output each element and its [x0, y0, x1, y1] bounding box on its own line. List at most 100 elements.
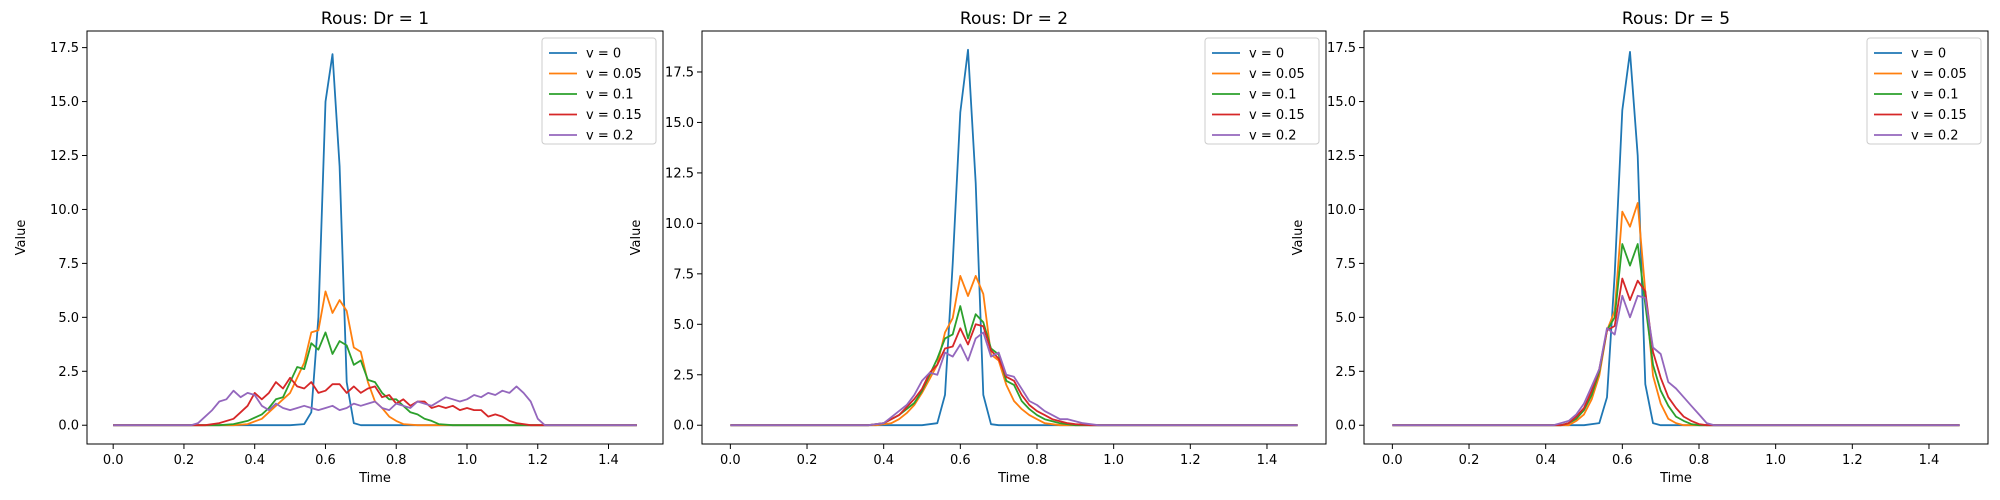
- legend: v = 0 v = 0.05 v = 0.1 v = 0.15 v = 0.2: [1204, 37, 1320, 145]
- series-line-v-0-15: [730, 323, 1298, 427]
- x-tick-label: 1.0: [1765, 453, 1786, 468]
- y-tick-label: 5.0: [673, 318, 694, 333]
- series-line-v-0-05: [113, 290, 637, 427]
- series-line-v-0: [1392, 51, 1960, 427]
- y-tick-label: 7.5: [1335, 257, 1356, 272]
- chart-panel-2: 0.0 0.2 0.4 0.6 0.8 1.0 1.2 1.4 0.0 2.5 5.0 7.5 10.0…: [629, 9, 1327, 486]
- plot-frame: [701, 30, 1327, 445]
- legend-label: v = 0.2: [1249, 129, 1297, 144]
- chart-panel-3: 0.0 0.2 0.4 0.6 0.8 1.0 1.2 1.4 0.0 2.5 5.0 7.5 10.0…: [1291, 9, 1989, 486]
- y-tick-label: 15.0: [1327, 95, 1356, 110]
- y-tick-label: 15.0: [50, 95, 79, 110]
- y-tick-label: 7.5: [58, 257, 79, 272]
- legend-label: v = 0.1: [1249, 88, 1297, 103]
- x-tick-label: 1.4: [1919, 453, 1940, 468]
- plot-frame: [86, 30, 664, 445]
- legend-label: v = 0.05: [586, 67, 642, 82]
- y-tick-label: 0.0: [673, 419, 694, 434]
- series-line-v-0-2: [1392, 294, 1960, 427]
- x-tick-label: 0.6: [1612, 453, 1633, 468]
- y-tick-label: 2.5: [673, 368, 694, 383]
- legend: v = 0 v = 0.05 v = 0.1 v = 0.15 v = 0.2: [541, 37, 657, 145]
- legend-box: [1204, 37, 1320, 145]
- y-tick-label: 5.0: [1335, 311, 1356, 326]
- x-tick-label: 1.4: [1257, 453, 1278, 468]
- x-tick-label: 0.6: [950, 453, 971, 468]
- series-line-v-0: [730, 48, 1298, 427]
- chart-title: Rous: Dr = 1: [321, 9, 429, 29]
- x-axis-label: Time: [997, 471, 1030, 486]
- legend-box: [541, 37, 657, 145]
- y-tick-label: 0.0: [58, 419, 79, 434]
- series-line-v-0: [113, 53, 637, 427]
- x-tick-label: 0.0: [103, 453, 124, 468]
- x-tick-label: 1.2: [1842, 453, 1863, 468]
- x-tick-label: 0.2: [797, 453, 818, 468]
- x-tick-label: 0.0: [1382, 453, 1403, 468]
- x-tick-label: 1.2: [527, 453, 548, 468]
- legend-label: v = 0.2: [1911, 129, 1959, 144]
- x-tick-label: 0.4: [873, 453, 894, 468]
- series-line-v-0-2: [113, 385, 637, 427]
- series-line-v-0-1: [730, 305, 1298, 427]
- y-tick-label: 15.0: [665, 116, 694, 131]
- y-tick-label: 7.5: [673, 267, 694, 282]
- x-tick-label: 1.2: [1180, 453, 1201, 468]
- series-line-v-0-05: [730, 274, 1298, 427]
- y-tick-label: 0.0: [1335, 419, 1356, 434]
- y-axis-label: Value: [629, 220, 644, 256]
- y-tick-label: 12.5: [665, 166, 694, 181]
- chart-title: Rous: Dr = 2: [960, 9, 1068, 29]
- y-tick-label: 10.0: [50, 203, 79, 218]
- series-line-v-0-15: [113, 376, 637, 427]
- y-axis-label: Value: [14, 220, 29, 256]
- legend: v = 0 v = 0.05 v = 0.1 v = 0.15 v = 0.2: [1866, 37, 1982, 145]
- x-tick-label: 0.0: [720, 453, 741, 468]
- y-tick-label: 10.0: [665, 217, 694, 232]
- y-tick-label: 2.5: [58, 365, 79, 380]
- legend-label: v = 0: [1911, 47, 1946, 62]
- y-tick-label: 17.5: [50, 41, 79, 56]
- legend-label: v = 0: [1249, 47, 1284, 62]
- legend-label: v = 0.05: [1249, 67, 1305, 82]
- x-tick-label: 0.2: [174, 453, 195, 468]
- x-tick-label: 1.0: [1103, 453, 1124, 468]
- y-tick-label: 12.5: [50, 149, 79, 164]
- legend-label: v = 0.15: [1911, 108, 1967, 123]
- x-axis-label: Time: [1659, 471, 1692, 486]
- legend-label: v = 0.1: [586, 88, 634, 103]
- x-tick-label: 0.8: [386, 453, 407, 468]
- plot-frame: [1363, 30, 1989, 445]
- legend-label: v = 0: [586, 47, 621, 62]
- x-tick-label: 0.4: [1535, 453, 1556, 468]
- chart-panel-1: 0.0 0.2 0.4 0.6 0.8 1.0 1.2 1.4 0.0 2.5 5.0 7.5 10.0…: [14, 9, 664, 486]
- y-tick-label: 12.5: [1327, 149, 1356, 164]
- y-tick-label: 2.5: [1335, 365, 1356, 380]
- series-line-v-0-2: [730, 331, 1298, 427]
- x-tick-label: 0.6: [315, 453, 336, 468]
- x-tick-label: 0.8: [1027, 453, 1048, 468]
- x-axis-label: Time: [358, 471, 391, 486]
- x-tick-label: 0.4: [244, 453, 265, 468]
- legend-box: [1866, 37, 1982, 145]
- chart-title: Rous: Dr = 5: [1622, 9, 1730, 29]
- series-line-v-0-15: [1392, 277, 1960, 427]
- y-tick-label: 10.0: [1327, 203, 1356, 218]
- series-line-v-0-05: [1392, 202, 1960, 427]
- series-line-v-0-1: [113, 331, 637, 427]
- y-axis-label: Value: [1291, 220, 1306, 256]
- legend-label: v = 0.05: [1911, 67, 1967, 82]
- legend-label: v = 0.1: [1911, 88, 1959, 103]
- x-tick-label: 1.0: [457, 453, 478, 468]
- y-tick-label: 5.0: [58, 311, 79, 326]
- legend-label: v = 0.15: [586, 108, 642, 123]
- x-tick-label: 0.2: [1459, 453, 1480, 468]
- y-tick-label: 17.5: [665, 65, 694, 80]
- legend-label: v = 0.15: [1249, 108, 1305, 123]
- y-tick-label: 17.5: [1327, 41, 1356, 56]
- legend-label: v = 0.2: [586, 129, 634, 144]
- x-tick-label: 1.4: [598, 453, 619, 468]
- series-line-v-0-1: [1392, 243, 1960, 427]
- x-tick-label: 0.8: [1689, 453, 1710, 468]
